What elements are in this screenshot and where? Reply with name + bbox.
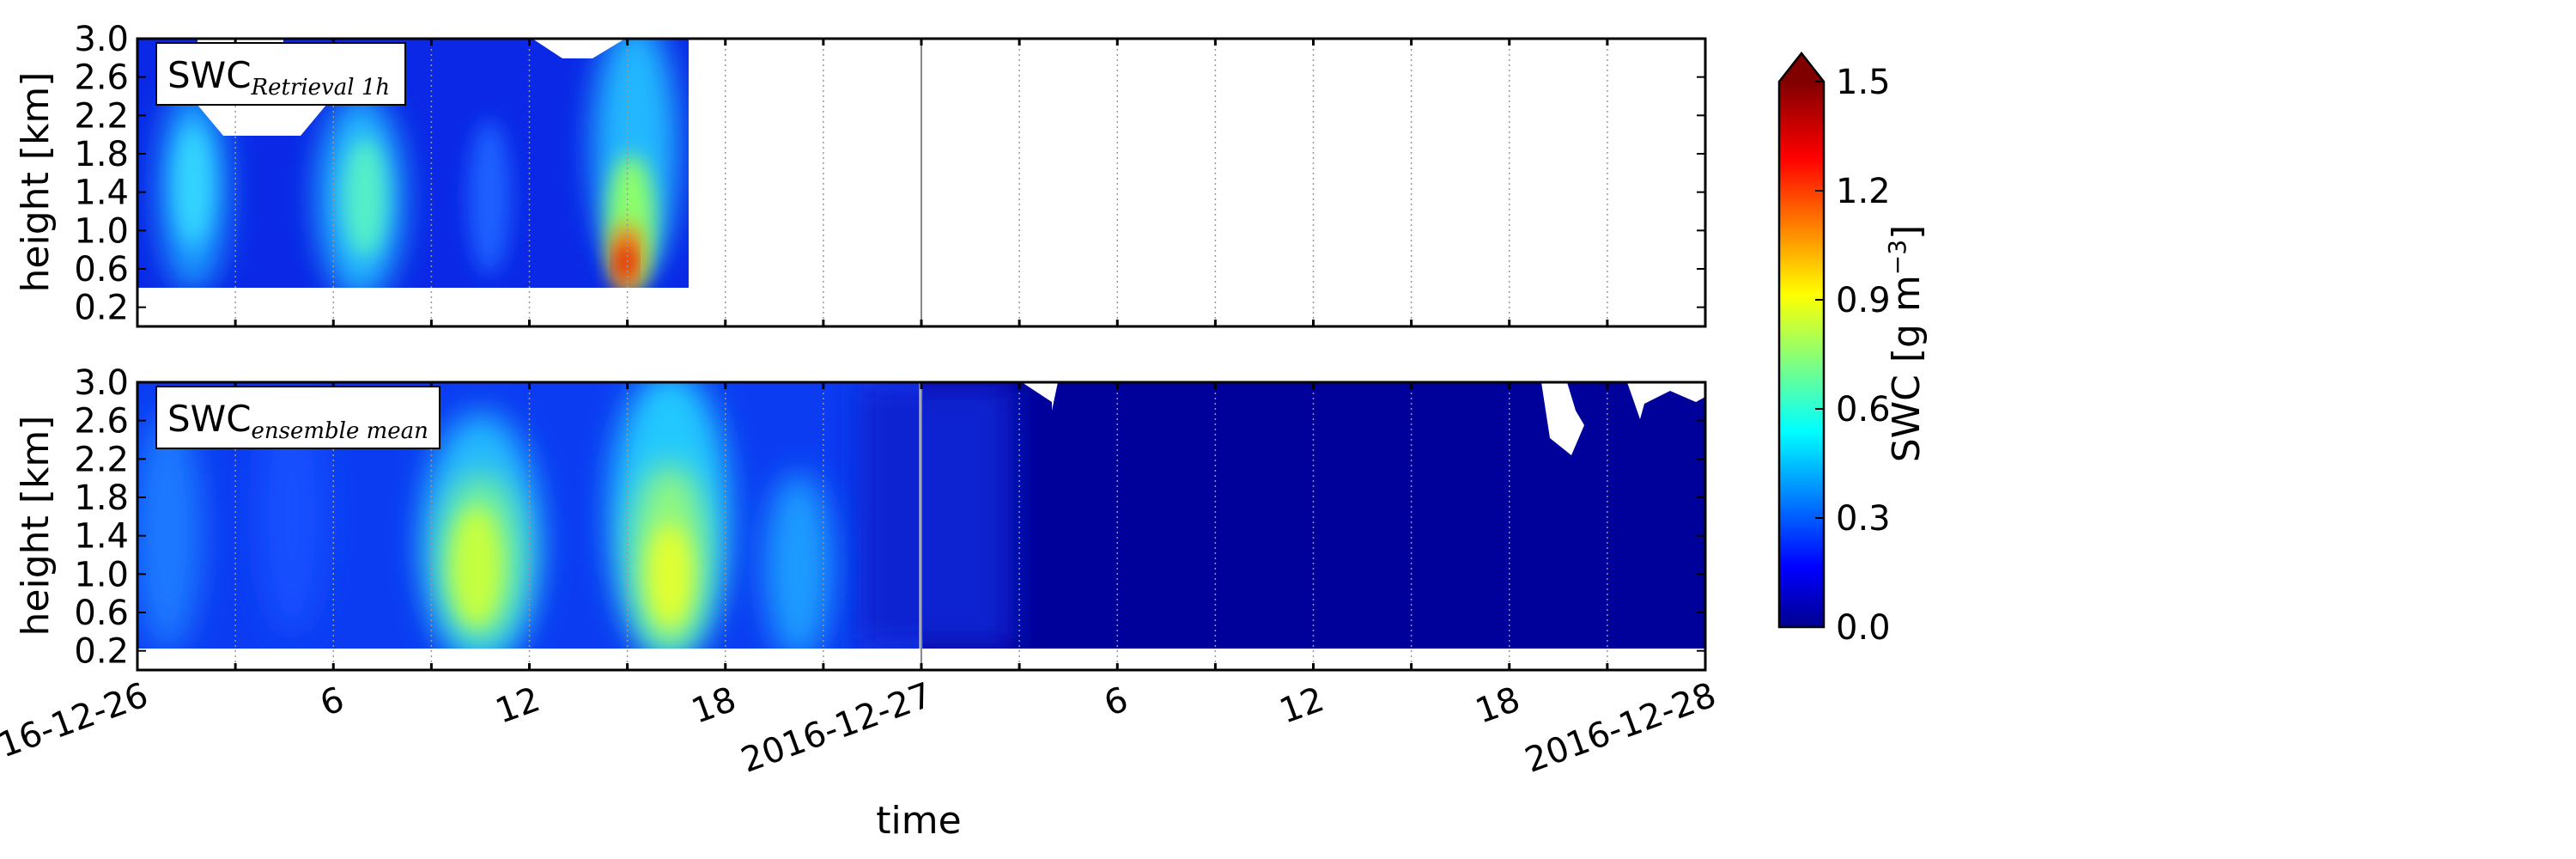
colorbar-ticks: 0.0 0.3 0.6 0.9 1.2 1.5 — [1815, 63, 1891, 648]
y-tick-label: 1.0 — [74, 555, 129, 594]
ensemble-gap — [1541, 382, 1584, 455]
x-axis-label: time — [876, 799, 961, 843]
panel-label-retrieval: SWCRetrieval 1h — [155, 42, 406, 106]
colorbar-gradient — [1779, 82, 1824, 627]
ensemble-gap — [1627, 382, 1705, 419]
y-tick-label: 1.8 — [74, 135, 129, 174]
retrieval-gap — [197, 105, 326, 136]
panel-label-ensemble: SWCensemble mean — [155, 386, 440, 449]
x-tick-label: 6 — [1099, 679, 1133, 724]
ensemble-gap — [1022, 382, 1058, 411]
ensemble-feature — [647, 524, 692, 627]
y-axis-label-top: height [km] — [14, 72, 58, 293]
x-tick-label: 12 — [1274, 679, 1329, 732]
colorbar-tick-label: 0.0 — [1836, 608, 1891, 648]
retrieval-feature — [617, 245, 633, 279]
retrieval-feature — [343, 137, 386, 258]
colorbar-extend-arrow — [1779, 53, 1824, 82]
colorbar-label: SWC [g m−3] — [1883, 225, 1929, 463]
retrieval-feature — [174, 125, 212, 245]
colorbar-tick-label: 0.6 — [1836, 390, 1891, 430]
x-tick-label: 12 — [490, 679, 545, 732]
panel-retrieval: 0.20.61.01.41.82.22.63.0 height [km] SWC… — [14, 20, 1707, 328]
y-tick-label: 2.2 — [74, 96, 129, 136]
y-axis-bottom: 0.20.61.01.41.82.22.63.0 — [74, 363, 1705, 672]
y-tick-label: 0.6 — [74, 250, 129, 289]
ensemble-feature — [137, 412, 202, 649]
y-tick-label: 2.2 — [74, 440, 129, 479]
y-tick-label: 1.8 — [74, 478, 129, 518]
y-tick-label: 0.2 — [74, 289, 129, 328]
y-tick-label: 2.6 — [74, 58, 129, 98]
ensemble-feature — [451, 507, 502, 627]
x-tick-label: 2016-12-28 — [1520, 675, 1721, 781]
svg-text:SWCRetrieval 1h: SWCRetrieval 1h — [167, 54, 390, 101]
x-tick-label: 18 — [687, 679, 742, 732]
x-tick-label: 2016-12-26 — [0, 675, 153, 781]
y-tick-label: 3.0 — [74, 20, 129, 59]
y-tick-label: 0.6 — [74, 594, 129, 633]
y-tick-label: 2.6 — [74, 402, 129, 442]
retrieval-heatmap — [137, 39, 689, 288]
colorbar-tick-label: 0.3 — [1836, 499, 1891, 539]
colorbar: 0.0 0.3 0.6 0.9 1.2 1.5 SWC [g m−3] — [1777, 51, 1929, 648]
y-tick-label: 1.4 — [74, 174, 129, 213]
ensemble-feature — [258, 395, 326, 636]
ensemble-background — [859, 382, 1013, 649]
x-tick-label: 2016-12-27 — [736, 675, 937, 781]
y-axis-top: 0.20.61.01.41.82.22.63.0 — [74, 20, 1705, 328]
svg-text:SWCensemble mean: SWCensemble mean — [167, 398, 428, 444]
ensemble-feature — [764, 472, 833, 649]
retrieval-gap — [532, 39, 625, 58]
y-tick-label: 1.4 — [74, 517, 129, 557]
retrieval-gap — [197, 39, 283, 43]
x-tick-label: 18 — [1471, 679, 1526, 732]
y-tick-label: 3.0 — [74, 363, 129, 403]
y-tick-label: 1.0 — [74, 211, 129, 251]
retrieval-feature — [468, 120, 511, 275]
x-tick-label: 6 — [315, 679, 349, 724]
panel-ensemble: 0.20.61.01.41.82.22.63.0 2016-12-26 2016-… — [0, 363, 1721, 781]
y-tick-label: 0.2 — [74, 632, 129, 672]
colorbar-tick-label: 1.2 — [1836, 172, 1891, 211]
colorbar-tick-label: 1.5 — [1836, 63, 1891, 102]
colorbar-tick-label: 0.9 — [1836, 281, 1891, 320]
y-axis-label-bottom: height [km] — [14, 416, 58, 637]
